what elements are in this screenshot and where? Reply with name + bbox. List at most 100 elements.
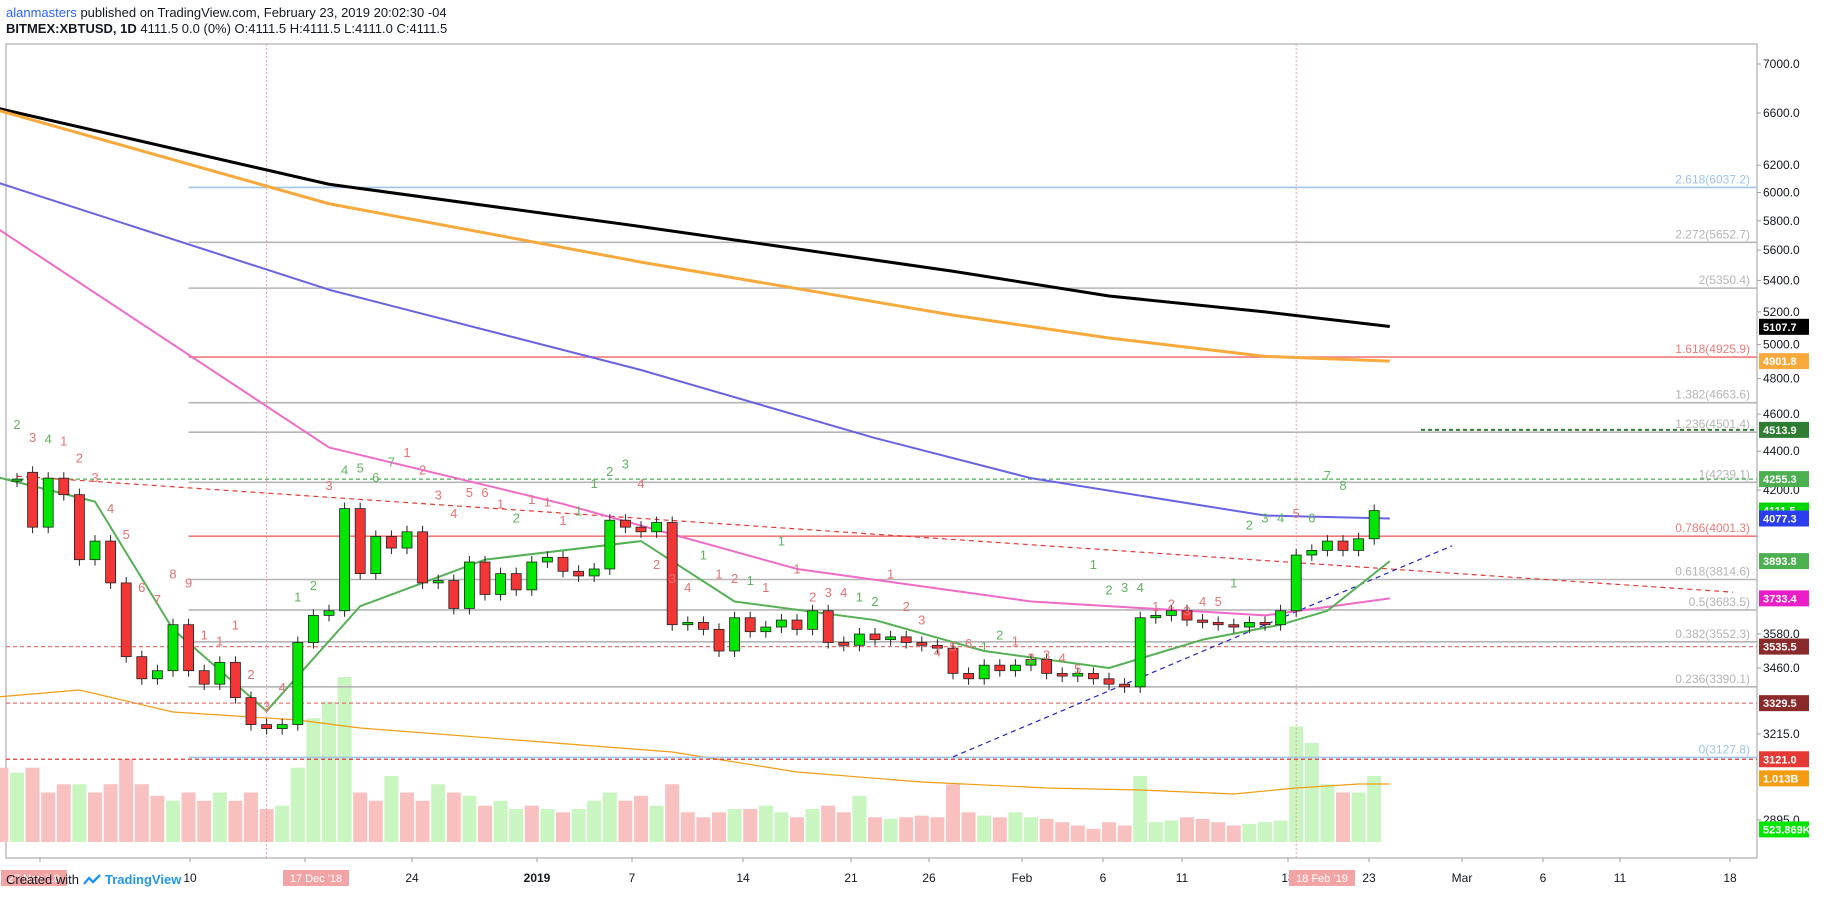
x-tick-label: Feb (1012, 871, 1033, 885)
candle (432, 580, 444, 584)
td-count-label: 3 (263, 699, 270, 714)
candle (635, 526, 647, 533)
candle (1150, 615, 1162, 619)
volume-bar (10, 772, 24, 842)
chart-header-line2: BITMEX:XBTUSD, 1D 4111.5 0.0 (0%) O:4111… (6, 21, 447, 37)
td-count-label: 8 (1339, 478, 1346, 493)
volume-bar (914, 815, 929, 842)
moving-average-line (0, 182, 1390, 520)
candle (604, 519, 616, 570)
volume-bar (493, 800, 508, 842)
price-badge (1759, 821, 1809, 838)
candle (105, 540, 116, 584)
candle (900, 636, 912, 643)
td-count-label: 7 (154, 592, 161, 607)
candle (74, 494, 85, 561)
candle (370, 536, 382, 575)
candle (167, 624, 179, 672)
candle (729, 617, 740, 652)
candle (214, 661, 226, 685)
td-count-label: 3 (1121, 580, 1128, 595)
candle (42, 477, 54, 528)
candle (448, 580, 460, 609)
created-with-label: Created with (6, 872, 79, 887)
volume-bar (618, 800, 633, 842)
price-badge (1759, 353, 1809, 370)
candle (1119, 683, 1130, 688)
candle (1134, 617, 1146, 688)
candle (1306, 549, 1318, 556)
candle (1368, 510, 1380, 540)
volume-bar (992, 817, 1007, 842)
td-count-label: 2 (513, 511, 520, 526)
candle (557, 556, 569, 572)
plot-frame (5, 43, 1758, 859)
fib-level-label: 1.236(4501.4) (1675, 417, 1750, 431)
volume-bar (680, 812, 695, 842)
moving-average-line (0, 107, 1390, 328)
td-count-label: 4 (1277, 511, 1284, 526)
volume-bar (400, 792, 414, 842)
author-link[interactable]: alanmasters (6, 5, 77, 20)
trendline (16, 475, 1734, 593)
volume-bar (634, 795, 648, 842)
footer: Created with TradingView (6, 872, 181, 887)
volume-bar (306, 718, 321, 842)
candle (947, 647, 959, 674)
td-count-label: 1 (715, 566, 722, 581)
tradingview-brand[interactable]: TradingView (104, 872, 182, 887)
candle (760, 626, 772, 633)
td-count-label: 2 (310, 578, 317, 593)
candle (276, 724, 288, 730)
trendline (952, 545, 1453, 758)
fib-level-label: 1.618(4925.9) (1675, 342, 1750, 356)
volume-bar (353, 792, 368, 842)
volume-bar (836, 812, 851, 842)
candle (11, 478, 23, 482)
volume-bar (509, 809, 524, 842)
volume-bar (1117, 825, 1132, 842)
volume-bar (368, 800, 383, 842)
volume-bar (587, 800, 602, 842)
td-count-label: 1 (559, 513, 566, 528)
volume-bar (852, 795, 867, 842)
fib-level-label: 1.382(4663.6) (1675, 388, 1750, 402)
volume-bar (56, 784, 71, 842)
candle (495, 573, 507, 595)
fib-level-label: 2(5350.4) (1699, 273, 1750, 287)
volume-bar (743, 809, 758, 842)
td-count-label: 3 (918, 613, 925, 628)
candle (822, 610, 834, 643)
ohlc-quote: 4111.5 0.0 (0%) O:4111.5 H:4111.5 L:4111… (140, 21, 448, 36)
candle (323, 610, 335, 616)
volume-bar (665, 784, 680, 842)
td-count-label: 7 (1324, 468, 1331, 483)
td-count-label: 4 (1199, 594, 1206, 609)
td-count-label: 1 (1230, 576, 1237, 591)
td-count-label: 4 (450, 506, 457, 521)
x-tick-label: 21 (844, 871, 858, 885)
candle (698, 621, 709, 630)
candle (58, 477, 70, 496)
td-count-label: 3 (1183, 603, 1190, 618)
candle (136, 656, 148, 680)
volume-bar (1304, 743, 1319, 842)
x-tick-label: 26 (922, 871, 936, 885)
candle (417, 531, 429, 584)
candle (479, 561, 491, 595)
td-count-label: 3 (91, 470, 98, 485)
volume-bar (790, 817, 804, 842)
volume-bar (821, 805, 836, 842)
volume-bar (88, 792, 102, 842)
volume-bar (228, 800, 243, 842)
volume-bar (290, 767, 305, 842)
td-count-label: 4 (1137, 580, 1144, 595)
candle (1322, 540, 1333, 551)
x-tick-label: 11 (1176, 871, 1189, 885)
volume-bar (181, 792, 196, 842)
candle (932, 644, 943, 649)
volume-bar (1211, 822, 1226, 842)
publish-info: published on TradingView.com, February 2… (80, 5, 447, 20)
y-tick-label: 3460.0 (1763, 661, 1800, 675)
